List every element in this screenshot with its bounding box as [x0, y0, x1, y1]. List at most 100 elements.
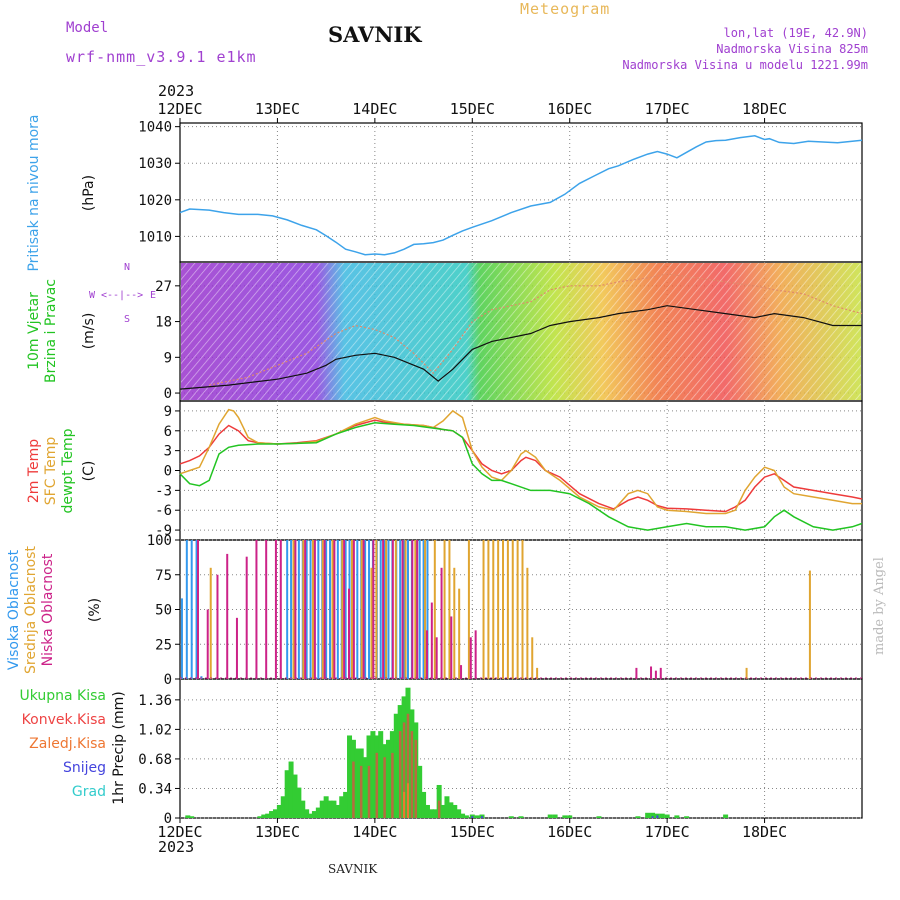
x-tick-label-bottom: 16DEC	[547, 823, 592, 841]
cloud-bar	[348, 588, 350, 679]
cloud-bar	[325, 540, 328, 679]
cloud-bar	[487, 540, 490, 679]
cloud-bar	[391, 540, 394, 679]
cloud-bar	[312, 540, 315, 679]
precip-bar	[370, 731, 376, 818]
temp-line-2	[179, 422, 863, 531]
y-tick-label: 25	[155, 637, 172, 653]
y-tick-label: 9	[164, 350, 172, 366]
precip-bar	[410, 731, 414, 818]
cloud-bar	[195, 540, 198, 679]
cloud-bar	[516, 540, 519, 679]
x-tick-label-top: 14DEC	[352, 100, 397, 118]
cloud-bar	[302, 540, 305, 679]
cloud-bar	[375, 540, 378, 679]
cloud-bar	[379, 540, 382, 679]
y-tick-label: 0.34	[138, 781, 172, 797]
precip-bar	[257, 816, 263, 818]
cloud-bar	[286, 540, 289, 679]
precip-bar	[378, 731, 384, 818]
cloud-bar	[411, 540, 414, 679]
cloud-axis-label: Srednja Oblacnost	[23, 546, 39, 674]
meteogram-label: Meteogram	[520, 0, 611, 18]
panel-frame-pressure	[179, 122, 863, 263]
y-tick-label: 1010	[138, 229, 172, 245]
cloud-bar	[305, 540, 308, 679]
precip-bar	[552, 814, 558, 818]
temp-line-0	[179, 419, 863, 513]
precip-bar	[280, 796, 286, 818]
precip-bar	[444, 796, 450, 818]
y-tick-label: 1040	[138, 120, 172, 136]
x-tick-label-top: 15DEC	[450, 100, 495, 118]
x-tick-label-bottom: 17DEC	[645, 823, 690, 841]
y-tick-label: 100	[147, 533, 172, 549]
cloud-bar	[435, 637, 438, 679]
precip-bar	[308, 813, 314, 818]
year-top: 2023	[158, 82, 195, 100]
precip-bar	[352, 761, 355, 818]
page-title: SAVNIK	[328, 22, 422, 47]
cloud-axis-label: Niska Oblacnost	[40, 553, 56, 666]
cloud-bar	[469, 637, 472, 679]
precip-legend-1: Konvek.Kisa	[22, 712, 106, 728]
cloud-bar	[418, 540, 421, 679]
model-elevation-text: Nadmorska Visina u modelu 1221.99m	[622, 58, 868, 72]
precip-bar	[375, 752, 379, 818]
cloud-bar	[506, 540, 509, 679]
precip-bar	[645, 812, 651, 818]
precip-bar	[300, 800, 306, 818]
cloud-bar	[497, 540, 500, 679]
cloud-bar	[467, 540, 470, 679]
cloud-bar	[450, 616, 453, 679]
cloud-bar	[745, 667, 748, 679]
temperature-axis-label: 2m Temp	[26, 439, 42, 503]
y-tick-label: 1030	[138, 156, 172, 172]
y-tick-label: -3	[155, 483, 172, 499]
precip-bar	[406, 713, 410, 818]
precip-bar	[567, 815, 573, 818]
precip-bar	[261, 814, 267, 818]
cloud-bar	[650, 666, 653, 679]
cloud-bar	[317, 540, 320, 679]
precip-bar	[335, 804, 341, 818]
cloud-bar	[474, 630, 477, 679]
precip-legend-2: Zaledj.Kisa	[29, 736, 106, 752]
cloud-bar	[235, 617, 238, 679]
compass-w: W	[89, 290, 96, 301]
cloud-bar	[356, 540, 359, 679]
cloud-unit-label: (%)	[87, 598, 103, 622]
precip-bar	[339, 796, 345, 818]
compass-arrows: <--|-->	[101, 290, 143, 301]
temperature-axis-label: dewpt Temp	[60, 428, 76, 513]
cloud-bar	[406, 540, 409, 679]
x-tick-label-top: 12DEC	[157, 100, 202, 118]
cloud-bar	[394, 540, 397, 679]
wind-unit-label: (m/s)	[81, 313, 97, 350]
cloud-bar	[414, 540, 417, 679]
cloud-bar	[440, 567, 443, 679]
cloud-axis-label: Visoka Oblacnost	[6, 549, 22, 670]
precip-legend-0: Ukupna Kisa	[19, 688, 106, 704]
compass-s: S	[124, 314, 130, 325]
cloud-bar	[368, 540, 371, 679]
precip-bar	[319, 800, 325, 818]
precip-bar	[391, 752, 394, 818]
cloud-bar	[292, 540, 295, 679]
x-tick-label-top: 17DEC	[645, 100, 690, 118]
cloud-bar	[460, 665, 463, 679]
x-tick-label-bottom: 14DEC	[352, 823, 397, 841]
precip-bar	[403, 791, 406, 818]
x-tick-label-bottom: 15DEC	[450, 823, 495, 841]
precip-bar	[327, 800, 333, 818]
cloud-bar	[279, 540, 282, 679]
precip-bar	[508, 816, 514, 818]
cloud-bar	[265, 540, 268, 679]
precip-axis-label: 1hr Precip (mm)	[111, 691, 127, 804]
cloud-bar	[321, 540, 324, 679]
cloud-bar	[425, 630, 428, 679]
precip-bar	[393, 713, 399, 818]
cloud-bar	[492, 540, 495, 679]
cloud-bar	[329, 540, 332, 679]
compass-n: N	[124, 262, 130, 273]
